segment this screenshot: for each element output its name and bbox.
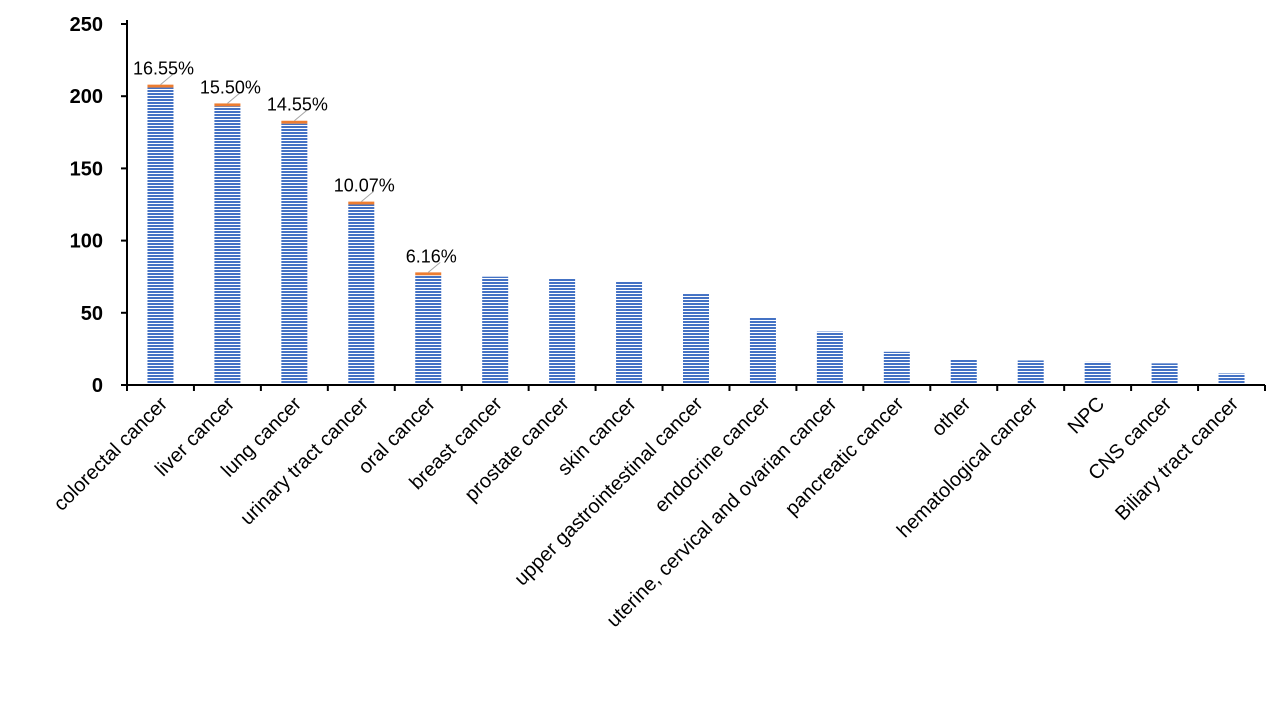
bars-layer	[147, 84, 1245, 385]
bar-segment-top	[147, 84, 174, 88]
x-tick-label: colorectal cancer	[50, 393, 173, 516]
bar	[214, 106, 241, 385]
leader-line	[427, 261, 441, 273]
x-tick-label: NPC	[1064, 393, 1109, 438]
leader-line	[160, 74, 173, 86]
bar	[1084, 361, 1111, 385]
bar	[616, 281, 643, 385]
bar	[281, 123, 308, 385]
data-label: 14.55%	[267, 95, 328, 115]
axes-layer: 0 50 100 150 200 250	[70, 14, 1266, 397]
x-tick-label: Biliary tract cancer	[1111, 393, 1243, 525]
y-tick-label: 250	[70, 14, 103, 36]
bar	[1218, 373, 1245, 385]
leader-line	[360, 191, 374, 202]
x-tick-label: pancreatic cancer	[781, 393, 908, 520]
bar	[883, 351, 910, 385]
bar	[749, 317, 776, 385]
bar-segment-top	[348, 201, 375, 205]
data-label: 15.50%	[200, 77, 261, 97]
y-tick-label: 50	[81, 303, 103, 325]
bar	[1151, 363, 1178, 385]
bar	[549, 278, 576, 385]
bar	[683, 294, 709, 385]
y-tick-label: 0	[92, 375, 103, 397]
bar	[348, 204, 375, 385]
bar	[415, 275, 442, 385]
x-tick-label: urinary tract cancer	[236, 393, 373, 530]
bar-segment-top	[415, 272, 442, 276]
x-tick-label: other	[928, 393, 976, 441]
y-tick-label: 150	[70, 158, 103, 180]
leader-line	[227, 93, 240, 104]
bar	[482, 276, 509, 385]
y-tick-label: 100	[70, 231, 103, 253]
bar	[1017, 360, 1044, 385]
y-tick-label: 200	[70, 86, 103, 108]
bar	[950, 359, 977, 385]
data-label: 10.07%	[334, 176, 395, 196]
bar	[147, 87, 174, 385]
leader-line	[294, 110, 307, 122]
bar-segment-top	[281, 120, 308, 124]
data-label: 6.16%	[406, 246, 457, 266]
bar-segment-top	[214, 103, 241, 107]
data-label: 16.55%	[133, 59, 194, 79]
x-tick-label: endocrine cancer	[650, 393, 774, 517]
bar	[816, 331, 843, 385]
